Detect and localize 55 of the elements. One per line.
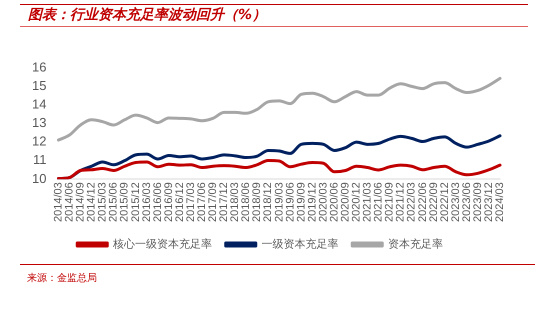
x-tick-label: 2017/12 — [218, 182, 230, 222]
y-tick-label: 13 — [32, 115, 46, 130]
x-tick-label: 2015/03 — [96, 182, 109, 222]
x-tick-label: 2023/03 — [450, 182, 462, 222]
x-tick-label: 2022/03 — [406, 182, 418, 222]
x-tick-label: 2017/06 — [196, 182, 208, 222]
x-tick-label: 2018/12 — [262, 182, 274, 222]
x-tick-label: 2023/12 — [482, 182, 495, 222]
x-tick-label: 2021/03 — [362, 182, 374, 222]
x-tick-label: 2018/09 — [251, 182, 264, 222]
y-tick-label: 14 — [32, 96, 46, 112]
x-tick-label: 2020/03 — [317, 182, 330, 222]
legend-label: 一级资本充足率 — [261, 238, 338, 251]
x-tick-label: 2021/06 — [372, 182, 385, 222]
x-tick-label: 2021/12 — [394, 182, 407, 222]
x-tick-label: 2023/09 — [472, 182, 484, 222]
x-tick-label: 2023/06 — [460, 182, 473, 222]
x-tick-label: 2022/12 — [438, 182, 451, 222]
y-tick-label: 15 — [32, 78, 46, 93]
legend-label: 资本充足率 — [388, 238, 443, 251]
x-tick-label: 2014/06 — [64, 182, 76, 222]
legend-label: 核心一级资本充足率 — [112, 238, 212, 251]
x-tick-label: 2019/06 — [284, 182, 296, 222]
x-tick-label: 2020/09 — [339, 182, 352, 222]
line-series — [56, 76, 502, 142]
x-tick-label: 2021/09 — [384, 182, 396, 222]
x-tick-label: 2019/03 — [273, 182, 286, 222]
x-tick-label: 2017/03 — [184, 182, 197, 222]
x-tick-label: 2022/09 — [428, 182, 440, 222]
source-note: 来源：金监总局 — [20, 264, 535, 285]
x-tick-label: 2016/06 — [152, 182, 164, 222]
y-tick-label: 16 — [32, 59, 46, 74]
x-tick-label: 2015/12 — [130, 182, 142, 222]
x-tick-label: 2016/03 — [140, 182, 153, 222]
y-tick-label: 11 — [32, 152, 46, 168]
x-tick-label: 2024/03 — [494, 182, 506, 222]
x-tick-label: 2015/06 — [108, 182, 120, 222]
x-tick-label: 2019/09 — [295, 182, 308, 222]
line-series — [56, 158, 502, 180]
x-tick-label: 2016/12 — [174, 182, 186, 222]
x-tick-label: 2018/06 — [240, 182, 252, 222]
x-tick-label: 2014/03 — [52, 182, 64, 222]
x-tick-label: 2020/12 — [350, 182, 363, 222]
y-tick-label: 12 — [32, 134, 46, 149]
x-tick-label: 2016/09 — [162, 182, 175, 222]
x-tick-label: 2022/06 — [416, 182, 429, 222]
chart-title: 图表：行业资本充足率波动回升（%） — [20, 4, 528, 27]
x-tick-label: 2019/12 — [306, 182, 318, 222]
x-tick-label: 2017/09 — [207, 182, 220, 222]
x-tick-label: 2014/12 — [86, 182, 98, 222]
x-tick-label: 2020/06 — [328, 182, 340, 222]
y-tick-label: 10 — [32, 170, 46, 186]
x-tick-label: 2015/09 — [118, 182, 131, 222]
x-tick-label: 2018/03 — [229, 182, 242, 222]
x-tick-label: 2014/09 — [74, 182, 87, 222]
